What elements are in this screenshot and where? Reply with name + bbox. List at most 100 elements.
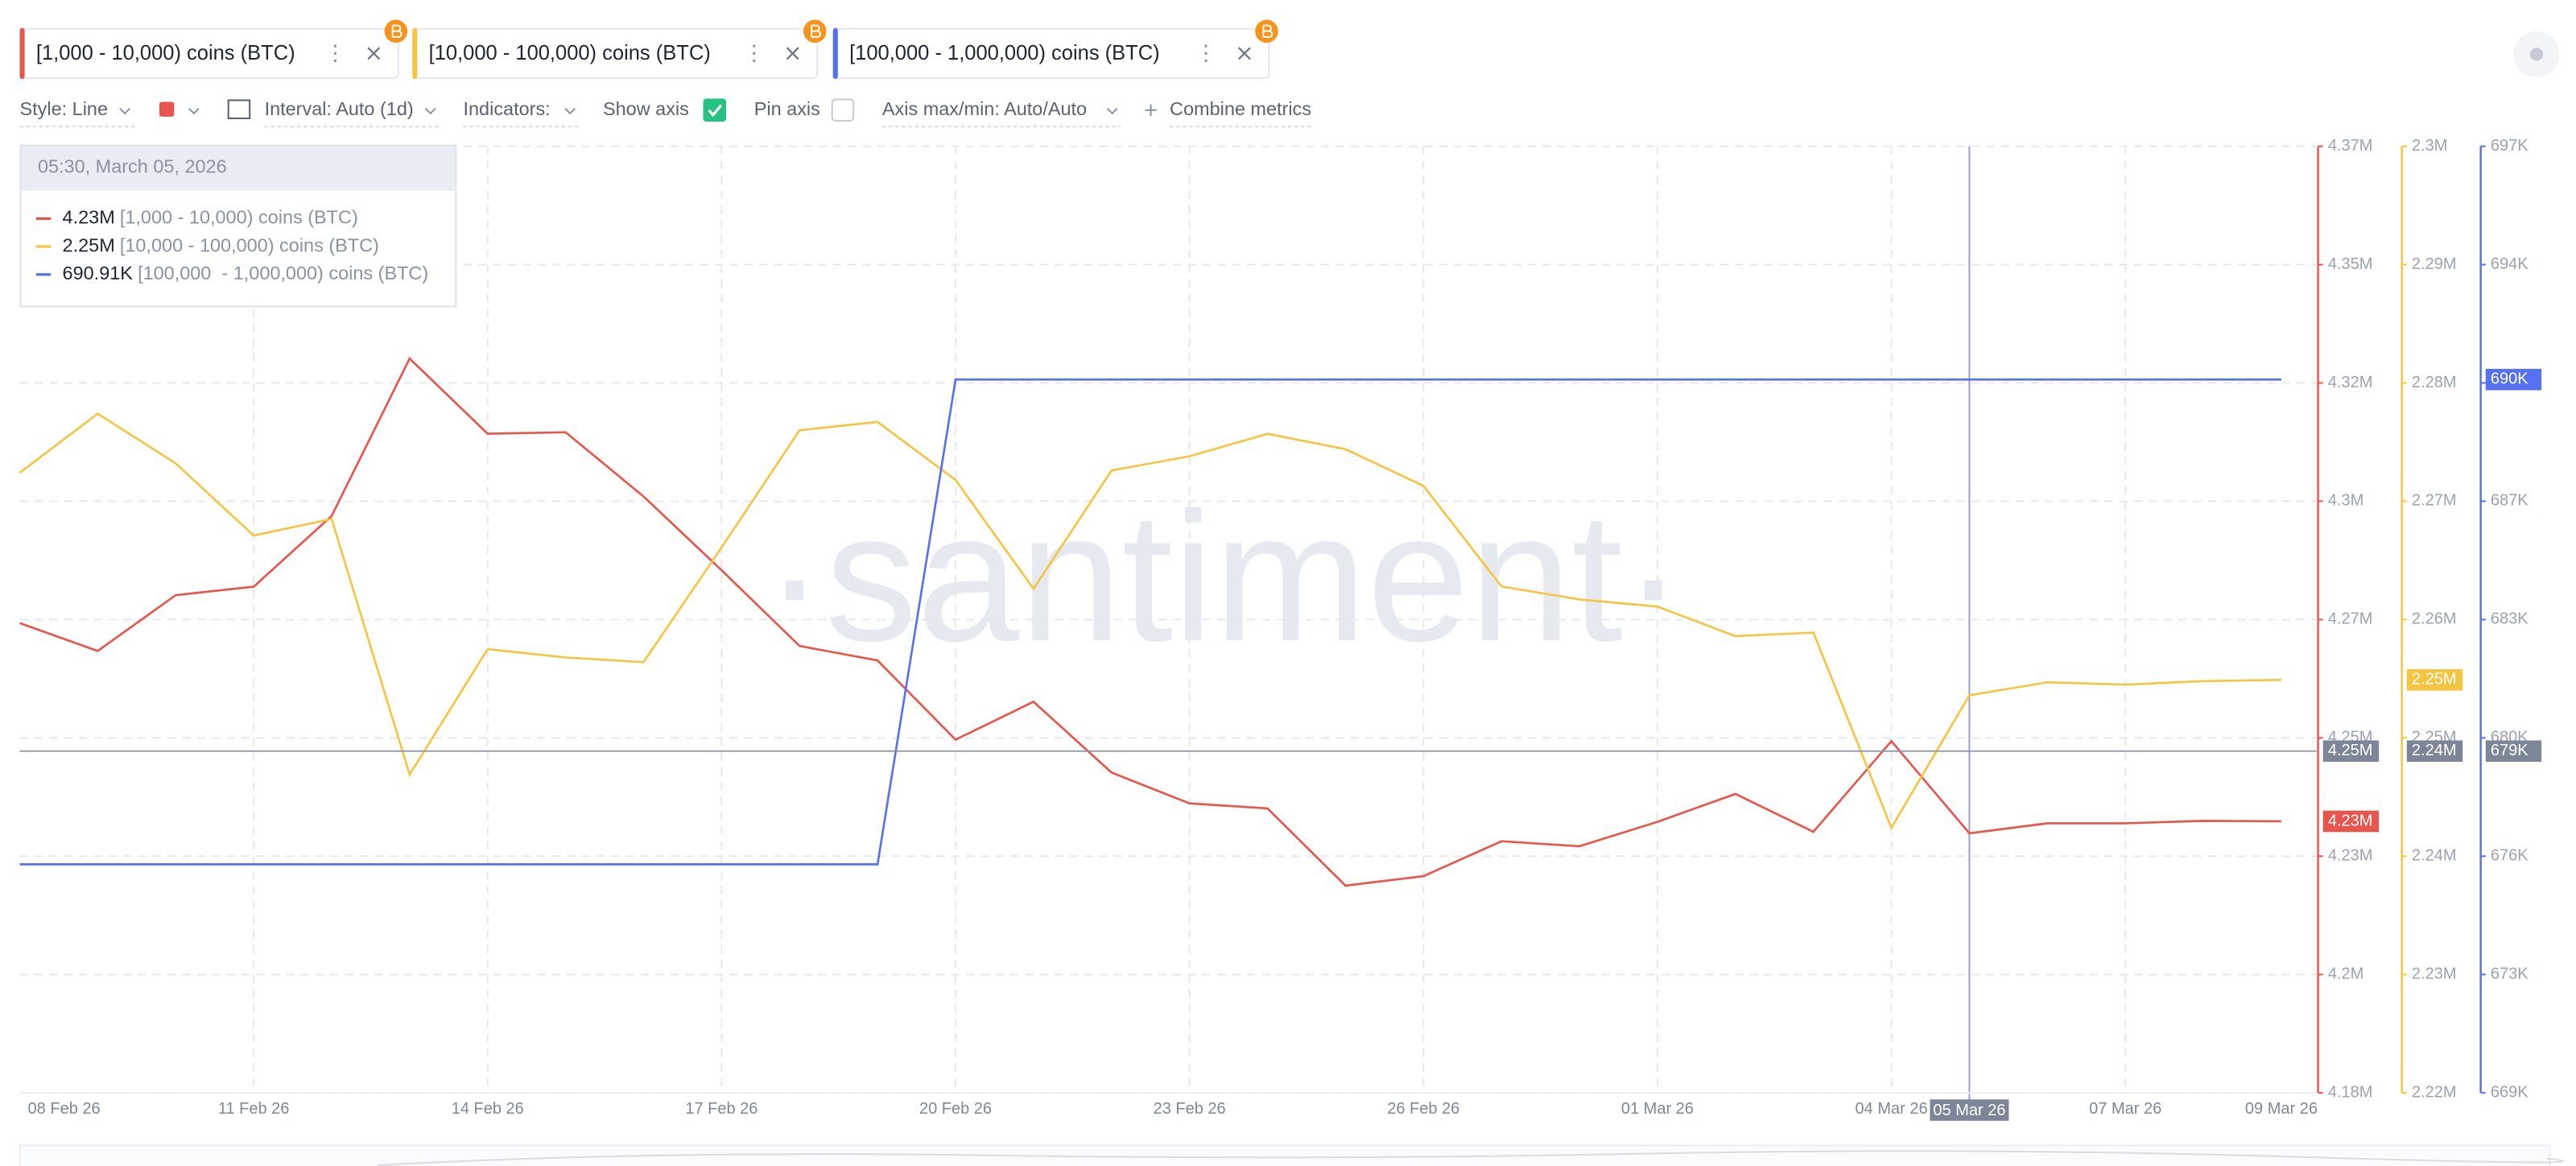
x-tick-label: 23 Feb 26 [1154, 1100, 1226, 1118]
indicators-select[interactable]: Indicators: [464, 98, 551, 119]
tab-close[interactable] [367, 47, 381, 60]
last-value-label: 4.23M [2328, 812, 2373, 829]
plot: ·santiment· 08 Feb 26 11 Feb 26 14 Feb 26 17… [19, 137, 2542, 1121]
color-picker[interactable] [159, 101, 175, 117]
x-tick-label: 26 Feb 26 [1387, 1100, 1459, 1118]
tab-color-bar [412, 27, 418, 79]
y-tick-label: 694K [2491, 255, 2529, 273]
tab-menu: ⋮ [324, 40, 346, 64]
y-tick-label: 4.32M [2328, 374, 2373, 391]
y-tick-label: 4.23M [2328, 847, 2373, 865]
last-value-label: 690K [2491, 370, 2529, 388]
checkmark [708, 104, 723, 118]
chevron [119, 107, 130, 115]
y-tick-label: 697K [2491, 137, 2529, 155]
x-tick-label: 08 Feb 26 [28, 1100, 101, 1118]
tabs: [1,000 - 10,000) coins (BTC) ⋮ [10,000 - 1… [19, 19, 1278, 79]
crosshair-x-tag [1930, 1099, 2009, 1121]
interval-icon [227, 99, 251, 119]
pin-axis-checkbox[interactable] [831, 98, 855, 122]
y-tick-label: 4.35M [2328, 255, 2373, 273]
tab-color-bar [19, 27, 25, 79]
crosshair-y-label: 2.24M [2412, 742, 2457, 759]
y-tick-label: 2.29M [2412, 255, 2457, 273]
x-tick-label: 14 Feb 26 [452, 1100, 524, 1118]
tooltip: 05:30, March 05, 2026 4.23M [1,000 - 10,00… [19, 144, 457, 308]
x-tick-label: 17 Feb 26 [685, 1100, 758, 1118]
crosshair-y-tag [2485, 740, 2542, 763]
show-axis-checkbox[interactable] [703, 98, 727, 122]
y-tick-label: 2.23M [2412, 965, 2457, 983]
last-value-tag [2406, 669, 2463, 691]
y-tick-label: 4.2M [2328, 965, 2363, 983]
y-tick-label: 2.27M [2412, 492, 2457, 510]
series-line [19, 357, 2281, 887]
x-tick-label: 11 Feb 26 [218, 1100, 290, 1118]
y-tick-label: 4.3M [2328, 492, 2363, 510]
y-tick-label: 4.37M [2328, 137, 2373, 155]
tooltip-value: 2.25M [63, 234, 115, 255]
tooltip-name: [10,000 - 100,000) coins (BTC) [120, 234, 379, 255]
tooltip-title: 05:30, March 05, 2026 [38, 155, 227, 176]
tab-menu: ⋮ [1195, 40, 1217, 64]
last-value-label: 2.25M [2412, 671, 2457, 688]
btc-glyph [811, 24, 821, 38]
settings-dot [2529, 48, 2544, 61]
style-select[interactable]: Style: Line [19, 98, 108, 119]
plus-icon [1145, 104, 1157, 116]
crosshair-x-label: 05 Mar 26 [1933, 1102, 2005, 1119]
y-tick-label: 2.24M [2412, 847, 2457, 865]
x-tick-label: 20 Feb 26 [919, 1100, 992, 1118]
chevron [188, 107, 200, 115]
tab-close[interactable] [1237, 47, 1251, 60]
chevron [564, 107, 576, 115]
x-tick-label: 09 Mar 26 [2245, 1100, 2318, 1118]
tab-menu: ⋮ [743, 40, 765, 64]
y-tick-label: 2.28M [2412, 374, 2457, 391]
tab-label: [10,000 - 100,000) coins (BTC) [429, 42, 711, 64]
toolbar: Style: Line Interval: Auto (1d) Indicato… [19, 98, 1315, 128]
show-axis-label: Show axis [603, 98, 689, 119]
y-tick-label: 673K [2491, 965, 2529, 983]
series-line [19, 412, 2281, 831]
watermark: ·santiment· [764, 474, 1684, 680]
pin-axis-label: Pin axis [754, 98, 820, 119]
tab-color-bar [832, 27, 838, 79]
navigator-line [378, 1150, 2564, 1166]
x-tick-label: 07 Mar 26 [2089, 1100, 2161, 1118]
crosshair-y-label: 4.25M [2328, 742, 2373, 759]
axis-minmax-select[interactable]: Axis max/min: Auto/Auto [882, 98, 1087, 119]
crosshair-y-label: 679K [2491, 742, 2529, 759]
x-tick-label: 01 Mar 26 [1621, 1100, 1694, 1118]
tab-label: [100,000 - 1,000,000) coins (BTC) [849, 42, 1160, 64]
y-tick-label: 687K [2491, 492, 2529, 510]
tooltip-value: 4.23M [63, 207, 115, 228]
chevron [424, 107, 436, 115]
combine-metrics[interactable]: Combine metrics [1170, 98, 1311, 119]
y-tick-label: 683K [2491, 610, 2529, 628]
tab-label: [1,000 - 10,000) coins (BTC) [36, 42, 295, 64]
tooltip-value: 690.91K [63, 263, 134, 283]
btc-glyph [1262, 24, 1274, 38]
y-tick-label: 4.27M [2328, 610, 2373, 628]
btc-glyph [391, 24, 402, 38]
tooltip-name: [1,000 - 10,000) coins (BTC) [120, 207, 358, 228]
last-value-tag [2485, 369, 2542, 391]
tooltip-name: [100,000 - 1,000,000) coins (BTC) [138, 263, 428, 283]
tooltip-header [21, 146, 456, 191]
chevron [1106, 107, 1118, 115]
y-tick-label: 2.22M [2412, 1083, 2457, 1101]
y-tick-label: 2.3M [2412, 137, 2447, 155]
last-value-tag [2322, 810, 2380, 833]
crosshair-y-tag [2406, 740, 2463, 763]
crosshair-y-tag [2322, 740, 2380, 763]
interval-select[interactable]: Interval: Auto (1d) [265, 98, 414, 119]
y-tick-label: 2.26M [2412, 610, 2457, 628]
tab-close[interactable] [786, 47, 799, 60]
y-tick-label: 669K [2491, 1083, 2529, 1101]
y-tick-label: 4.18M [2328, 1083, 2373, 1101]
x-tick-label: 04 Mar 26 [1856, 1100, 1928, 1118]
series-line [19, 378, 2281, 866]
